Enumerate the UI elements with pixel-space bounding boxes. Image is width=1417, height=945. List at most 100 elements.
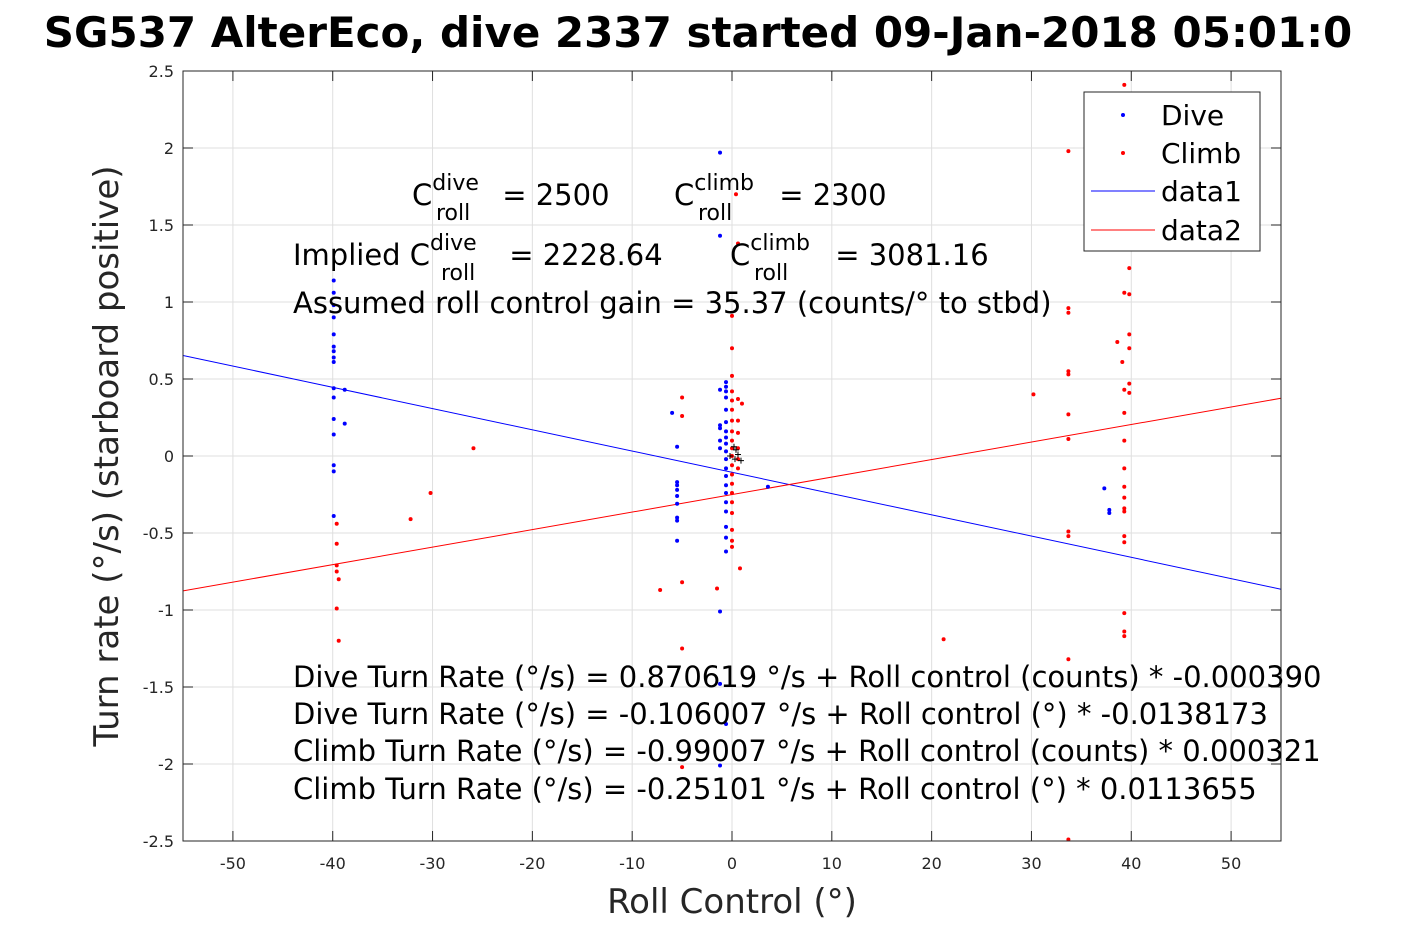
x-tick-label: 20	[921, 854, 941, 873]
point-climb	[680, 413, 685, 418]
c-dive-sup: dive	[432, 171, 479, 196]
point-dive	[342, 387, 347, 392]
point-dive	[1107, 507, 1112, 512]
point-climb	[334, 606, 339, 611]
black-marker	[731, 456, 738, 463]
point-climb	[730, 313, 734, 318]
black-marker	[732, 446, 739, 453]
point-dive	[718, 387, 723, 392]
y-tick-label: 2	[164, 139, 174, 158]
x-tick-label: -10	[619, 854, 645, 873]
legend-box	[1083, 91, 1261, 252]
mean-markers	[727, 443, 744, 464]
chart-title: SG537 AlterEco, dive 2337 started 09-Jan…	[44, 8, 1352, 57]
point-dive	[331, 303, 336, 308]
point-dive	[718, 233, 723, 238]
point-climb	[1066, 412, 1071, 417]
point-dive	[724, 395, 729, 400]
point-climb	[680, 580, 685, 585]
implied-climb-sup: climb	[750, 231, 810, 256]
point-dive	[1107, 510, 1112, 515]
y-tick-label: -2	[158, 755, 174, 774]
point-dive	[331, 463, 336, 468]
point-climb	[730, 538, 734, 543]
point-climb	[471, 446, 476, 451]
fit-line-annotation: Climb Turn Rate (°/s) = -0.25101 °/s + R…	[293, 772, 1257, 806]
x-tick-label: 10	[822, 854, 842, 873]
point-climb	[1115, 340, 1120, 345]
point-dive	[331, 349, 336, 354]
point-dive	[331, 360, 336, 365]
point-climb	[1066, 372, 1071, 377]
point-dive	[724, 549, 729, 554]
x-tick-label: -40	[320, 854, 346, 873]
point-climb	[730, 346, 734, 351]
point-climb	[1066, 657, 1071, 662]
x-tick-label: -30	[419, 854, 445, 873]
point-dive	[675, 538, 680, 543]
point-climb	[334, 563, 339, 568]
point-climb	[1122, 629, 1127, 634]
point-dive	[331, 332, 336, 337]
point-dive	[675, 501, 680, 506]
point-dive	[718, 446, 723, 451]
gain-annotation: Assumed roll control gain = 35.37 (count…	[293, 286, 1052, 320]
legend-label-data2: data2	[1161, 214, 1242, 247]
point-dive	[724, 380, 729, 385]
implied-dive-prefix: Implied C	[293, 238, 430, 272]
point-climb	[1122, 387, 1127, 392]
point-dive	[331, 395, 336, 400]
point-dive	[675, 483, 680, 488]
point-dive	[718, 426, 723, 431]
point-dive	[331, 278, 336, 283]
point-dive	[724, 500, 729, 505]
point-climb	[1120, 360, 1125, 365]
y-tick-label: -1.5	[143, 678, 174, 697]
point-climb	[1122, 438, 1127, 443]
point-dive	[724, 420, 729, 425]
point-dive	[724, 429, 729, 434]
point-dive	[724, 490, 729, 495]
point-climb	[1122, 534, 1127, 539]
c-roll-climb-annotation: Cclimb roll = 2300	[674, 171, 887, 226]
point-dive	[724, 509, 729, 514]
x-tick-label: -20	[519, 854, 545, 873]
point-climb	[739, 401, 744, 406]
point-dive	[331, 344, 336, 349]
point-climb	[1127, 292, 1132, 297]
point-dive	[718, 438, 723, 443]
implied-climb-annotation: Cclimb roll = 3081.16	[730, 231, 989, 286]
fit-line-annotation: Dive Turn Rate (°/s) = 0.870619 °/s + Ro…	[293, 660, 1321, 694]
point-climb	[1122, 506, 1127, 511]
point-climb	[737, 566, 742, 571]
x-tick-label: 40	[1121, 854, 1141, 873]
point-dive	[331, 417, 336, 422]
point-dive	[331, 432, 336, 437]
legend-label-data1: data1	[1161, 175, 1242, 208]
point-climb	[733, 192, 738, 197]
point-climb	[941, 637, 946, 642]
point-climb	[730, 527, 734, 532]
point-climb	[730, 544, 734, 549]
point-dive	[724, 474, 729, 479]
implied-dive-value: = 2228.64	[500, 238, 663, 272]
point-climb	[735, 397, 740, 402]
point-climb	[730, 418, 734, 423]
point-dive	[1102, 486, 1107, 491]
point-climb	[730, 446, 734, 451]
point-climb	[680, 395, 685, 400]
y-tick-label: 1.5	[149, 216, 174, 235]
point-climb	[735, 430, 740, 435]
black-marker	[737, 457, 744, 464]
point-dive	[724, 483, 729, 488]
point-climb	[1122, 484, 1127, 489]
point-climb	[334, 541, 339, 546]
point-dive	[718, 423, 723, 428]
point-climb	[735, 418, 740, 423]
point-climb	[1122, 509, 1127, 514]
point-dive	[675, 487, 680, 492]
x-tick-label: 30	[1021, 854, 1041, 873]
point-dive	[331, 469, 336, 474]
y-tick-label: 0	[164, 447, 174, 466]
